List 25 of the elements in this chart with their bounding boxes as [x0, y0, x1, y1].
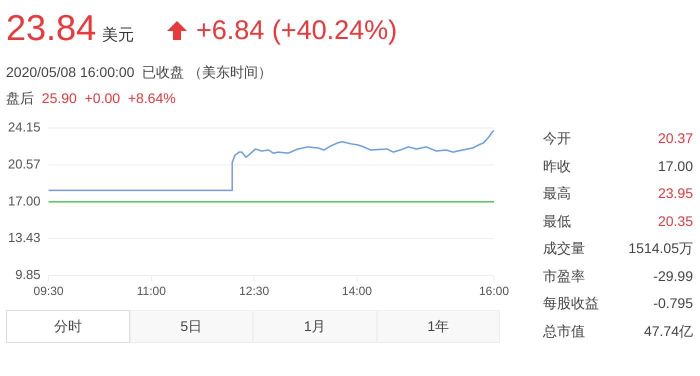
text: 1年 [376, 310, 500, 343]
text: 成交量 1514.05万 [543, 240, 693, 256]
x-tick-label: 14:00 [342, 284, 372, 298]
y-tick-label: 17.00 [8, 193, 41, 208]
text: 最低 20.35 [543, 212, 693, 228]
y-tick-label: 13.43 [8, 230, 41, 246]
text: 昨收 17.00 [543, 158, 693, 174]
x-tick-label: 12:30 [239, 284, 270, 298]
text: 5日 [130, 310, 253, 343]
text: 最高 23.95 [543, 185, 693, 201]
text: 盘后 25.90 +0.00 +8.64% [6, 90, 176, 106]
y-tick-label: 20.57 [8, 156, 41, 172]
text: 分时 [6, 310, 130, 343]
x-tick-label: 09:30 [34, 284, 64, 298]
text: 市盈率 -29.99 [543, 268, 693, 284]
y-tick-label: 9.85 [15, 267, 41, 282]
text: 今开 20.37 [543, 130, 693, 146]
text: 2020/05/08 16:00:00 已收盘 （美东时间） [6, 64, 272, 82]
text: 1月 [253, 310, 376, 343]
text: +6.84 (+40.24%) [195, 14, 398, 46]
text: 每股收益 -0.795 [543, 295, 693, 311]
text: 总市值 47.74亿 [543, 322, 693, 338]
x-tick-label: 16:00 [478, 284, 510, 298]
x-tick-label: 11:00 [136, 284, 166, 298]
y-tick-label: 24.15 [8, 119, 41, 134]
